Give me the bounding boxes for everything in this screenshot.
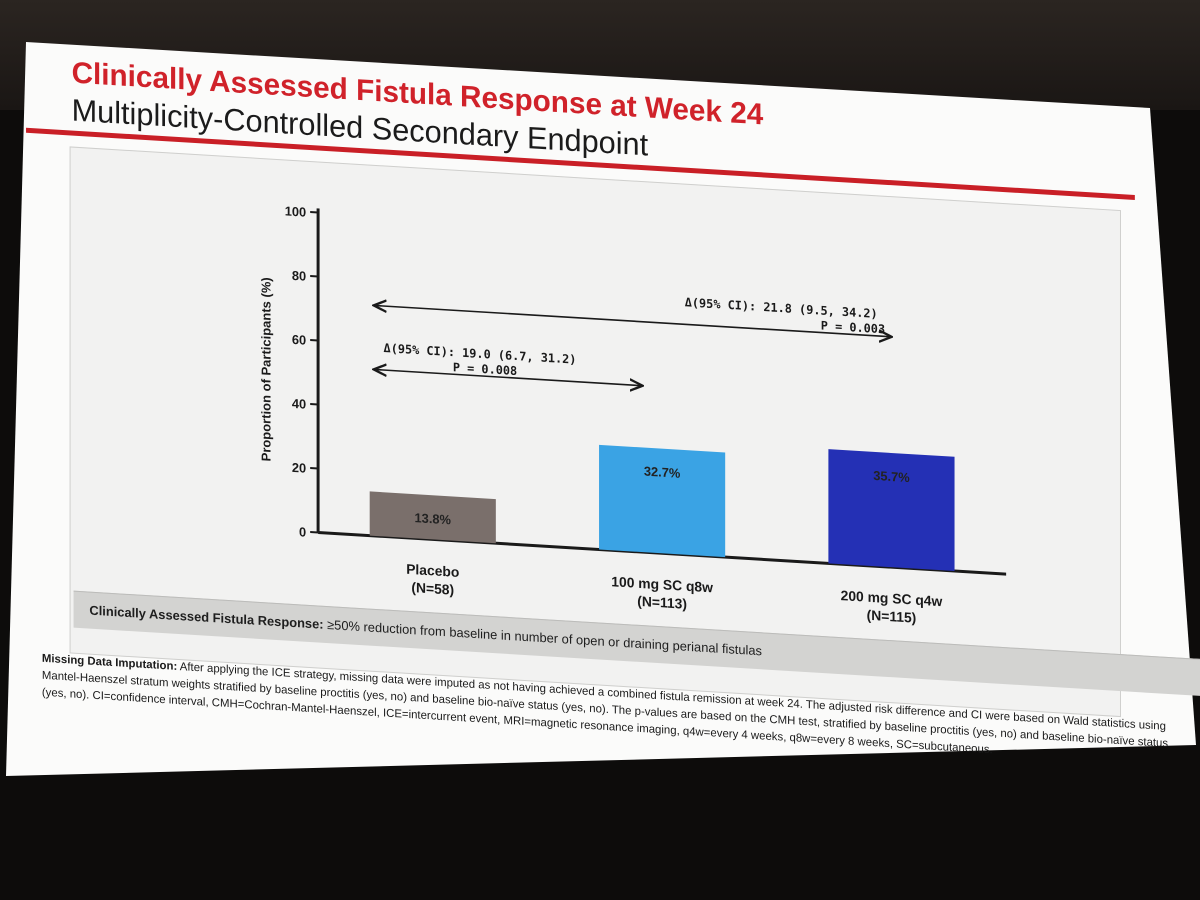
category-label: 200 mg SC q4w: [841, 587, 943, 609]
y-tick-label: 40: [292, 396, 306, 412]
bar-value-label: 32.7%: [644, 464, 681, 481]
y-tick-label: 80: [292, 268, 306, 284]
comparison-arrow: [374, 305, 892, 336]
definition-label: Clinically Assessed Fistula Response:: [89, 602, 324, 632]
bar-chart: 0 20 40 60 80 100 Proportion of Participants (…: [259, 203, 1007, 626]
y-tick-label: 60: [292, 332, 306, 348]
comparison-arrow: [374, 369, 643, 385]
comparison-p-label: P = 0.003: [821, 318, 885, 336]
comparison-ci-label: Δ(95% CI): 21.8 (9.5, 34.2): [685, 295, 878, 321]
category-n-label: (N=58): [411, 579, 454, 598]
y-axis-title: Proportion of Participants (%): [259, 277, 274, 462]
bar: [828, 449, 955, 572]
comparison-p-label: P = 0.008: [453, 360, 517, 378]
bar: [599, 444, 726, 558]
category-n-label: (N=115): [867, 607, 917, 626]
bar-value-label: 35.7%: [873, 468, 910, 485]
slide-content: Clinically Assessed Fistula Response at …: [26, 40, 1200, 850]
bar-value-label: 13.8%: [415, 510, 452, 527]
y-tick-label: 0: [299, 524, 306, 539]
category-label: 100 mg SC q8w: [611, 573, 713, 595]
bar: [369, 491, 496, 544]
category-n-label: (N=113): [637, 593, 687, 612]
category-label: Placebo: [406, 561, 459, 580]
y-tick-label: 20: [292, 460, 306, 476]
chart-panel: 0 20 40 60 80 100 Proportion of Participants (…: [69, 146, 1121, 718]
y-tick-label: 100: [285, 203, 306, 219]
